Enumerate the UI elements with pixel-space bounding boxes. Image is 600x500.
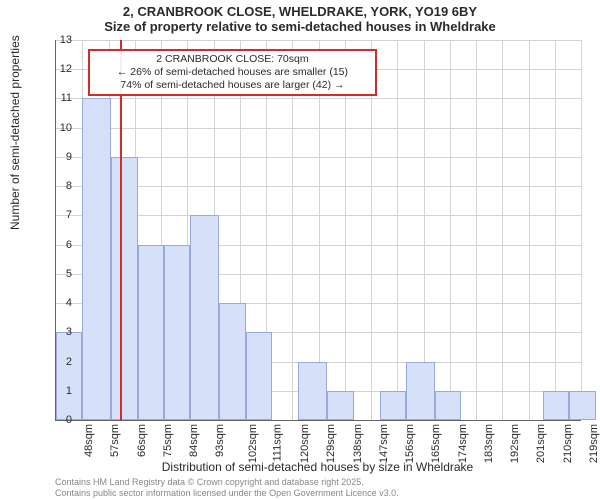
- annotation-line3: 74% of semi-detached houses are larger (…: [96, 79, 369, 92]
- histogram-bar: [406, 362, 435, 420]
- gridline-v: [450, 40, 451, 420]
- x-tick-label: 93sqm: [214, 424, 226, 457]
- x-tick-label: 147sqm: [378, 424, 390, 463]
- x-tick-label: 57sqm: [109, 424, 121, 457]
- histogram-bar: [219, 303, 245, 420]
- chart-title-line2: Size of property relative to semi-detach…: [0, 19, 600, 36]
- x-tick-label: 48sqm: [83, 424, 95, 457]
- gridline-v: [292, 40, 293, 420]
- gridline-v: [502, 40, 503, 420]
- y-tick-label: 7: [50, 209, 72, 221]
- gridline-v: [529, 40, 530, 420]
- x-tick-label: 183sqm: [483, 424, 495, 463]
- histogram-bar: [190, 215, 219, 420]
- x-tick-label: 66sqm: [136, 424, 148, 457]
- footer-line2: Contains public sector information licen…: [55, 488, 399, 498]
- plot-area: 2 CRANBROOK CLOSE: 70sqm← 26% of semi-de…: [55, 40, 581, 421]
- x-tick-label: 156sqm: [404, 424, 416, 463]
- x-tick-label: 84sqm: [188, 424, 200, 457]
- annotation-line2: ← 26% of semi-detached houses are smalle…: [96, 66, 369, 79]
- histogram-bar: [569, 391, 595, 420]
- x-tick-label: 210sqm: [562, 424, 574, 463]
- histogram-bar: [111, 157, 137, 420]
- gridline-v: [345, 40, 346, 420]
- gridline-v: [581, 40, 582, 420]
- y-tick-label: 2: [50, 356, 72, 368]
- y-tick-label: 0: [50, 414, 72, 426]
- annotation-line1: 2 CRANBROOK CLOSE: 70sqm: [96, 53, 369, 66]
- histogram-bar: [543, 391, 569, 420]
- x-axis-label: Distribution of semi-detached houses by …: [55, 460, 580, 474]
- y-tick-label: 4: [50, 297, 72, 309]
- histogram-bar: [380, 391, 406, 420]
- chart-container: 2, CRANBROOK CLOSE, WHELDRAKE, YORK, YO1…: [0, 0, 600, 500]
- histogram-bar: [56, 332, 82, 420]
- y-tick-label: 13: [50, 34, 72, 46]
- histogram-bar: [164, 245, 190, 420]
- chart-title-line1: 2, CRANBROOK CLOSE, WHELDRAKE, YORK, YO1…: [0, 0, 600, 19]
- y-tick-label: 10: [50, 122, 72, 134]
- y-axis-label: Number of semi-detached properties: [8, 35, 22, 230]
- y-tick-label: 11: [50, 92, 72, 104]
- x-tick-label: 75sqm: [162, 424, 174, 457]
- histogram-bar: [435, 391, 461, 420]
- gridline-v: [371, 40, 372, 420]
- x-tick-label: 201sqm: [535, 424, 547, 463]
- histogram-bar: [138, 245, 164, 420]
- y-tick-label: 1: [50, 385, 72, 397]
- x-tick-label: 174sqm: [457, 424, 469, 463]
- histogram-bar: [298, 362, 327, 420]
- x-tick-label: 129sqm: [325, 424, 337, 463]
- y-tick-label: 6: [50, 239, 72, 251]
- x-tick-label: 120sqm: [299, 424, 311, 463]
- x-tick-label: 102sqm: [247, 424, 259, 463]
- histogram-bar: [246, 332, 272, 420]
- x-tick-label: 138sqm: [352, 424, 364, 463]
- footer-attribution: Contains HM Land Registry data © Crown c…: [55, 477, 399, 498]
- x-tick-label: 111sqm: [271, 424, 283, 462]
- reference-line: [120, 40, 122, 420]
- y-tick-label: 5: [50, 268, 72, 280]
- gridline-v: [555, 40, 556, 420]
- x-tick-label: 219sqm: [588, 424, 600, 463]
- gridline-v: [476, 40, 477, 420]
- y-tick-label: 8: [50, 180, 72, 192]
- histogram-bar: [82, 98, 111, 420]
- footer-line1: Contains HM Land Registry data © Crown c…: [55, 477, 399, 487]
- y-tick-label: 9: [50, 151, 72, 163]
- y-tick-label: 3: [50, 326, 72, 338]
- annotation-box: 2 CRANBROOK CLOSE: 70sqm← 26% of semi-de…: [88, 49, 377, 96]
- y-tick-label: 12: [50, 63, 72, 75]
- x-tick-label: 192sqm: [509, 424, 521, 463]
- histogram-bar: [327, 391, 353, 420]
- gridline-v: [397, 40, 398, 420]
- x-tick-label: 165sqm: [430, 424, 442, 463]
